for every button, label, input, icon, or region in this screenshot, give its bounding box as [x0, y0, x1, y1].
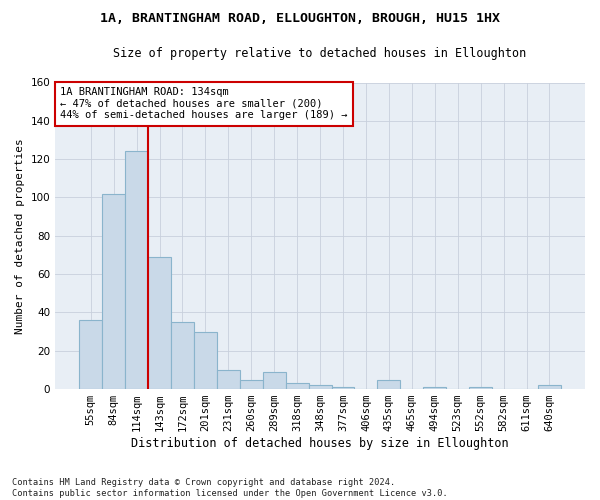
- Bar: [102, 194, 125, 389]
- Bar: [79, 320, 102, 389]
- Bar: [148, 257, 171, 389]
- Bar: [308, 386, 332, 389]
- Y-axis label: Number of detached properties: Number of detached properties: [15, 138, 25, 334]
- Bar: [217, 370, 240, 389]
- Text: Contains HM Land Registry data © Crown copyright and database right 2024.
Contai: Contains HM Land Registry data © Crown c…: [12, 478, 448, 498]
- Bar: [332, 387, 355, 389]
- Text: 1A BRANTINGHAM ROAD: 134sqm
← 47% of detached houses are smaller (200)
44% of se: 1A BRANTINGHAM ROAD: 134sqm ← 47% of det…: [61, 87, 348, 120]
- Bar: [194, 332, 217, 389]
- Title: Size of property relative to detached houses in Elloughton: Size of property relative to detached ho…: [113, 48, 527, 60]
- Bar: [240, 380, 263, 389]
- Bar: [538, 386, 561, 389]
- Bar: [377, 380, 400, 389]
- Bar: [286, 384, 308, 389]
- Bar: [171, 322, 194, 389]
- Bar: [263, 372, 286, 389]
- Bar: [423, 387, 446, 389]
- Text: 1A, BRANTINGHAM ROAD, ELLOUGHTON, BROUGH, HU15 1HX: 1A, BRANTINGHAM ROAD, ELLOUGHTON, BROUGH…: [100, 12, 500, 26]
- Bar: [469, 387, 492, 389]
- Bar: [125, 152, 148, 389]
- X-axis label: Distribution of detached houses by size in Elloughton: Distribution of detached houses by size …: [131, 437, 509, 450]
